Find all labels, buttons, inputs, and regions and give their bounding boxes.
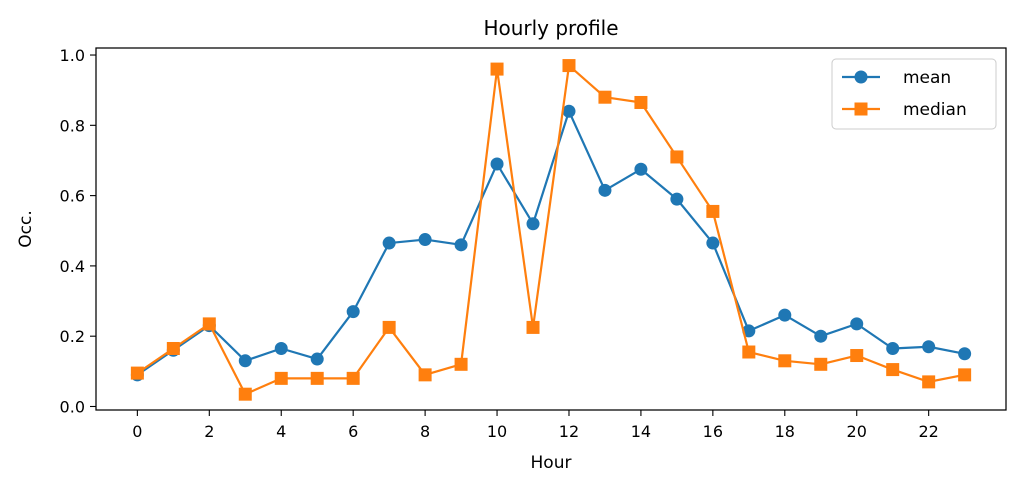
x-tick-label: 10 [487, 422, 507, 441]
data-point-median [778, 354, 792, 368]
data-point-median [850, 349, 864, 363]
y-tick-label: 0.0 [60, 397, 85, 416]
data-point-mean [346, 305, 360, 319]
data-point-median [490, 62, 504, 76]
data-point-median [526, 320, 540, 334]
y-axis-label: Occ. [16, 210, 36, 247]
data-point-mean [886, 341, 900, 355]
x-tick-label: 18 [775, 422, 795, 441]
data-point-mean [418, 233, 432, 247]
data-point-median [598, 90, 612, 104]
data-point-mean [922, 340, 936, 354]
data-point-median [130, 366, 144, 380]
y-tick-label: 0.2 [60, 327, 85, 346]
y-tick-label: 0.8 [60, 116, 85, 135]
data-point-mean [490, 157, 504, 171]
data-point-mean [238, 354, 252, 368]
y-tick-label: 0.4 [60, 257, 85, 276]
data-point-mean [310, 352, 324, 366]
data-point-mean [634, 162, 648, 176]
data-point-median [346, 371, 360, 385]
x-tick-label: 0 [132, 422, 142, 441]
data-point-mean [706, 236, 720, 250]
x-tick-label: 14 [631, 422, 651, 441]
data-point-median [814, 357, 828, 371]
data-point-median [958, 368, 972, 382]
data-point-mean [454, 238, 468, 252]
legend-mean-label: mean [903, 68, 951, 88]
data-point-median [742, 345, 756, 359]
data-point-median [274, 371, 288, 385]
data-point-median [634, 95, 648, 109]
data-point-mean [850, 317, 864, 331]
data-point-median [238, 387, 252, 401]
data-point-median [706, 204, 720, 218]
x-axis-label: Hour [531, 453, 572, 473]
data-point-median [310, 371, 324, 385]
x-tick-label: 22 [918, 422, 938, 441]
data-point-median [670, 150, 684, 164]
data-point-mean [958, 347, 972, 361]
data-point-mean [526, 217, 540, 231]
y-axis-ticks: 0.0 0.2 0.4 0.6 0.8 1.0 [60, 46, 96, 416]
data-point-mean [742, 324, 756, 338]
series-layer [130, 59, 972, 401]
x-tick-label: 4 [276, 422, 286, 441]
data-point-median [562, 59, 576, 73]
data-point-mean [778, 308, 792, 322]
x-axis-ticks: 0 2 4 6 8 10 12 14 16 18 20 22 [132, 410, 939, 441]
data-point-median [418, 368, 432, 382]
data-point-mean [814, 329, 828, 343]
plot-frame [95, 47, 1007, 411]
chart-title: Hourly profile [483, 16, 618, 40]
data-point-median [922, 375, 936, 389]
data-point-mean [598, 183, 612, 197]
legend-median-marker [854, 102, 868, 116]
x-tick-label: 8 [420, 422, 430, 441]
x-tick-label: 12 [559, 422, 579, 441]
data-point-mean [562, 104, 576, 118]
y-tick-label: 0.6 [60, 187, 85, 206]
data-point-median [166, 341, 180, 355]
data-point-median [202, 317, 216, 331]
data-point-mean [274, 341, 288, 355]
legend-median-label: median [903, 100, 967, 120]
x-tick-label: 6 [348, 422, 358, 441]
x-tick-label: 20 [847, 422, 867, 441]
x-tick-label: 2 [204, 422, 214, 441]
data-point-median [382, 320, 396, 334]
data-point-median [454, 357, 468, 371]
data-point-median [886, 363, 900, 377]
x-tick-label: 16 [703, 422, 723, 441]
legend-mean-marker [854, 70, 868, 84]
data-point-mean [670, 192, 684, 206]
legend: mean median [831, 58, 997, 130]
data-point-mean [382, 236, 396, 250]
y-tick-label: 1.0 [60, 46, 85, 65]
